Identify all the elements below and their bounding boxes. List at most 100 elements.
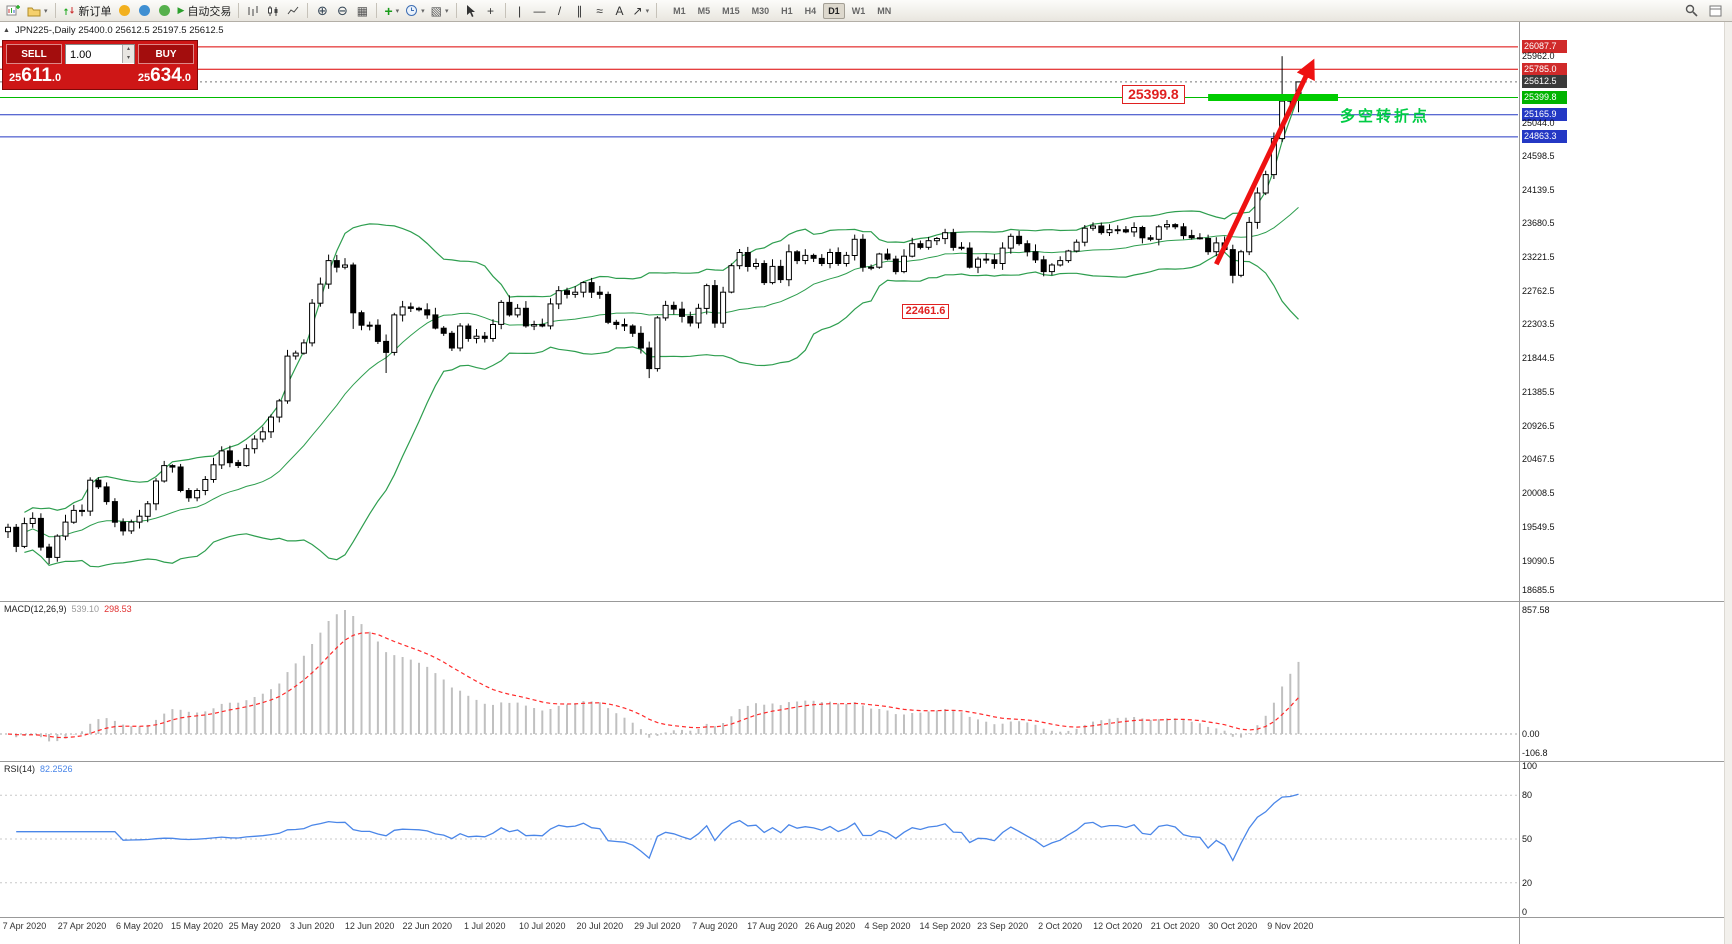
signals-button[interactable] [156, 2, 174, 20]
time-axis-label: 26 Aug 2020 [804, 921, 856, 931]
zoom-out-icon: ⊖ [336, 3, 348, 18]
price-axis-tick: 25044.0 [1522, 118, 1555, 129]
price-axis-tick: 24139.5 [1522, 184, 1555, 195]
symbol-info-bar: ▲ JPN225-,Daily 25400.0 25612.5 25197.5 … [3, 25, 224, 36]
channel-button[interactable]: ∥ [571, 2, 589, 20]
data-window-button[interactable] [1706, 2, 1724, 20]
periods-button[interactable]: ▾ [403, 2, 427, 20]
vertical-line-button[interactable]: | [511, 2, 529, 20]
one-click-collapse-icon[interactable]: ▲ [3, 27, 10, 34]
volume-down-button[interactable]: ▾ [126, 55, 130, 61]
time-axis-label: 1 Jul 2020 [463, 921, 506, 931]
buy-button[interactable]: BUY [138, 44, 194, 64]
price-axis-tick: 25399.8 [1522, 90, 1567, 104]
zoom-in-button[interactable]: ⊕ [313, 2, 331, 20]
toolbar-separator [238, 3, 240, 18]
dropdown-caret-icon: ▾ [44, 7, 48, 15]
volume-up-button[interactable]: ▴ [126, 46, 130, 52]
timeframe-m15-button[interactable]: M15 [722, 5, 740, 16]
search-button[interactable] [1682, 2, 1700, 20]
price-axis-tick: 21844.5 [1522, 353, 1555, 364]
fibonacci-button[interactable]: ≈ [591, 2, 609, 20]
macd-axis-tick: 857.58 [1522, 605, 1550, 615]
profiles-button[interactable]: ▾ [25, 2, 50, 20]
fibonacci-icon: ≈ [596, 3, 603, 18]
horizontal-line-button[interactable]: — [531, 2, 549, 20]
timeframe-m30-button[interactable]: M30 [751, 5, 770, 16]
price-axis-tick: 25785.0 [1522, 62, 1567, 76]
timeframe-w1-button[interactable]: W1 [851, 5, 866, 16]
autotrading-label: 自动交易 [187, 5, 232, 18]
rsi-axis-tick: 80 [1522, 790, 1533, 801]
right-scroll-strip[interactable] [1724, 22, 1732, 944]
price-axis-tick: 19549.5 [1522, 521, 1555, 532]
indicators-add-button[interactable]: + ▾ [382, 2, 401, 20]
new-order-label: 新订单 [78, 5, 112, 18]
time-axis-label: 27 Apr 2020 [57, 921, 107, 931]
time-axis-label: 7 Apr 2020 [2, 921, 47, 931]
sell-price: 25611.0 [9, 65, 62, 86]
mql-community-button[interactable] [116, 2, 134, 20]
rsi-indicator-label: RSI(14) 82.2526 [4, 764, 73, 774]
new-order-button[interactable]: 新订单 [61, 2, 114, 20]
cursor-button[interactable] [462, 2, 480, 20]
arrows-tool-button[interactable]: ↗ ▾ [631, 2, 652, 20]
new-chart-button[interactable] [4, 2, 23, 20]
rsi-axis-tick: 100 [1522, 761, 1538, 771]
macd-pane-separator[interactable] [0, 601, 1732, 602]
volume-input[interactable] [66, 46, 134, 64]
time-axis-label: 29 Jul 2020 [634, 921, 681, 931]
turning-point-text[interactable]: 多空转折点 [1340, 108, 1431, 126]
text-tool-icon: A [615, 3, 624, 18]
rsi-pane-separator[interactable] [0, 761, 1732, 762]
timeframe-m1-button[interactable]: M1 [673, 5, 686, 16]
timeframe-toolbar: M1 M5 M15 M30 H1 H4 D1 W1 MN [668, 2, 896, 19]
time-axis-label: 17 Aug 2020 [747, 921, 798, 931]
time-axis-label: 10 Jul 2020 [519, 921, 566, 931]
time-axis-label: 23 Sep 2020 [977, 921, 1029, 931]
market-button[interactable] [136, 2, 154, 20]
macd-name: MACD(12,26,9) [4, 604, 67, 614]
trendline-button[interactable]: / [551, 2, 569, 20]
support-price-label[interactable]: 22461.6 [901, 304, 950, 320]
timeframe-h4-button[interactable]: H4 [804, 5, 817, 16]
templates-icon: ▧ [430, 3, 442, 18]
crosshair-button[interactable]: + [482, 2, 500, 20]
price-axis-tick: 25612.5 [1522, 75, 1567, 89]
time-axis-label: 15 May 2020 [171, 921, 224, 931]
resistance-price-label[interactable]: 25399.8 [1122, 85, 1185, 105]
indicators-add-icon: + [384, 2, 393, 19]
time-axis-label: 12 Jun 2020 [344, 921, 395, 931]
candlestick-chart-icon [267, 5, 278, 16]
tile-windows-icon: ▦ [356, 3, 369, 18]
candlestick-chart-button[interactable] [264, 2, 282, 20]
rsi-axis-tick: 20 [1522, 877, 1533, 888]
text-tool-button[interactable]: A [611, 2, 629, 20]
price-axis-tick: 24863.3 [1522, 130, 1567, 144]
timeframe-d1-button[interactable]: D1 [823, 2, 845, 19]
trade-prices: 25611.0 25634.0 [6, 65, 194, 86]
toolbar-separator [307, 3, 309, 18]
time-axis-label: 25 May 2020 [228, 921, 281, 931]
price-axis-tick: 21385.5 [1522, 386, 1555, 397]
time-axis-label: 9 Nov 2020 [1267, 921, 1314, 931]
timeframe-mn-button[interactable]: MN [877, 5, 892, 16]
sell-button[interactable]: SELL [6, 44, 62, 64]
timeframe-m5-button[interactable]: M5 [697, 5, 711, 16]
mql-community-icon [119, 5, 131, 16]
rsi-axis-tick: 50 [1522, 834, 1533, 844]
zoom-out-button[interactable]: ⊖ [333, 2, 351, 20]
timeframe-h1-button[interactable]: H1 [781, 5, 793, 16]
tile-windows-button[interactable]: ▦ [353, 2, 371, 20]
line-chart-button[interactable] [284, 2, 302, 20]
toolbar-right-group [1682, 2, 1728, 20]
trendline-icon: / [557, 3, 562, 18]
autotrading-button[interactable]: ▶ 自动交易 [176, 2, 234, 20]
templates-button[interactable]: ▧ ▾ [429, 2, 451, 20]
autotrading-play-icon: ▶ [177, 5, 185, 15]
price-axis-tick: 19090.5 [1522, 555, 1555, 566]
bar-chart-button[interactable] [244, 2, 262, 20]
time-axis-separator [0, 917, 1732, 918]
